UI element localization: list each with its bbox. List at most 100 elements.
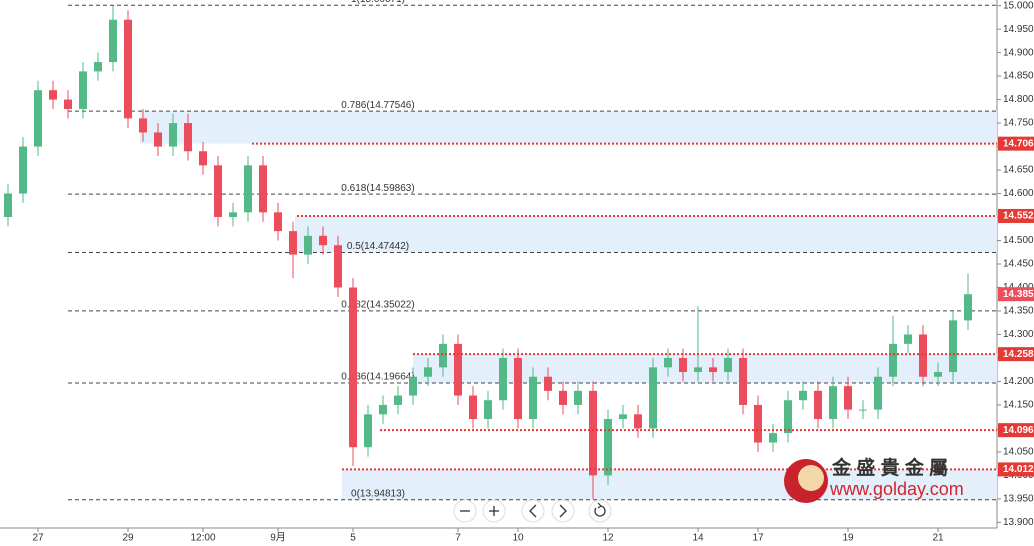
fib-label: 0.618(14.59863) — [341, 183, 414, 194]
y-tick-label: 14.800 — [1003, 94, 1034, 105]
toolbar — [453, 499, 612, 523]
candle-body — [694, 367, 702, 373]
candle-body — [184, 123, 192, 152]
watermark-name: 金 盛 貴 金 屬 — [831, 456, 948, 479]
candle-body — [679, 357, 687, 373]
candle-body — [439, 343, 447, 368]
price-tag-label: 14.7062 — [1003, 138, 1034, 149]
zone — [295, 215, 997, 253]
candle-body — [904, 334, 912, 344]
candle-body — [364, 414, 372, 448]
y-tick-label: 14.750 — [1003, 118, 1034, 129]
y-tick-label: 14.300 — [1003, 329, 1034, 340]
fib-label: 0.786(14.77546) — [341, 100, 414, 111]
reset-button[interactable] — [588, 499, 612, 523]
y-tick-label: 14.450 — [1003, 259, 1034, 270]
price-tag — [998, 136, 1034, 151]
candle-body — [154, 132, 162, 147]
candle-body — [574, 390, 582, 405]
x-tick-label: 9月 — [270, 532, 286, 544]
candle-body — [289, 231, 297, 255]
x-tick-label: 10 — [512, 533, 524, 544]
price-tag-label: 14.5523 — [1003, 211, 1034, 222]
candle-body — [79, 71, 87, 109]
scroll-right-button[interactable] — [551, 499, 575, 523]
x-tick-label: 12:00 — [190, 533, 215, 544]
candle-body — [559, 390, 567, 405]
x-tick-label: 5 — [350, 533, 356, 544]
candle-body — [19, 146, 27, 194]
candle-body — [139, 118, 147, 133]
candle-body — [514, 357, 522, 420]
candle-body — [529, 376, 537, 420]
candle-body — [214, 165, 222, 218]
y-tick-label: 14.900 — [1003, 47, 1034, 58]
x-tick-label: 14 — [692, 533, 704, 544]
candle-body — [754, 404, 762, 443]
last-price-label: 14.3857 — [1003, 289, 1034, 300]
candle-body — [739, 357, 747, 405]
candle-body — [454, 343, 462, 396]
candle-body — [4, 193, 12, 218]
candle-body — [544, 376, 552, 391]
candle-body — [409, 376, 417, 396]
y-tick-label: 14.350 — [1003, 306, 1034, 317]
candle-body — [199, 151, 207, 166]
candle-body — [469, 395, 477, 420]
price-tag — [998, 423, 1034, 438]
x-tick-label: 21 — [932, 533, 944, 544]
candle-body — [499, 357, 507, 401]
zone — [140, 111, 997, 144]
candle-body — [124, 19, 132, 119]
candle-body — [814, 390, 822, 420]
candle-body — [274, 212, 282, 232]
x-tick-label: 17 — [752, 533, 764, 544]
candle-body — [874, 376, 882, 410]
y-tick-label: 14.850 — [1003, 71, 1034, 82]
watermark: 金 盛 貴 金 屬 www.golday.com — [784, 456, 964, 503]
y-tick-label: 13.950 — [1003, 494, 1034, 505]
candle-body — [859, 409, 867, 411]
y-tick-label: 14.650 — [1003, 165, 1034, 176]
candle-body — [109, 19, 117, 63]
candle-body — [709, 367, 717, 373]
x-tick-label: 7 — [455, 533, 461, 544]
candle-body — [169, 123, 177, 147]
zoom-in-button[interactable] — [482, 499, 506, 523]
candle-body — [799, 390, 807, 401]
candle-body — [334, 245, 342, 288]
y-tick-label: 15.000 — [1003, 0, 1034, 11]
y-tick-label: 14.150 — [1003, 400, 1034, 411]
candle-body — [229, 212, 237, 218]
x-tick-label: 19 — [842, 533, 854, 544]
candle-body — [319, 235, 327, 246]
y-tick-label: 14.050 — [1003, 447, 1034, 458]
candle-body — [34, 90, 42, 147]
candle-body — [769, 433, 777, 443]
y-tick-label: 14.950 — [1003, 24, 1034, 35]
zone — [342, 469, 997, 500]
candle-body — [829, 386, 837, 420]
y-tick-label: 14.600 — [1003, 188, 1034, 199]
candle-body — [784, 400, 792, 434]
candle-body — [724, 357, 732, 373]
candle-body — [304, 235, 312, 255]
candle-body — [934, 372, 942, 377]
candle-body — [604, 419, 612, 476]
candle-body — [64, 99, 72, 109]
candle-body — [589, 390, 597, 476]
scroll-left-button[interactable] — [521, 499, 545, 523]
candle-body — [424, 367, 432, 377]
y-tick-label: 13.900 — [1003, 517, 1034, 528]
candle-body — [619, 414, 627, 420]
zone — [413, 354, 997, 384]
candle-body — [889, 343, 897, 377]
candle-body — [49, 90, 57, 100]
zoom-out-button[interactable] — [453, 499, 477, 523]
candle-body — [634, 414, 642, 429]
candle-body — [664, 357, 672, 368]
fib-label: 0.382(14.35022) — [341, 300, 414, 311]
